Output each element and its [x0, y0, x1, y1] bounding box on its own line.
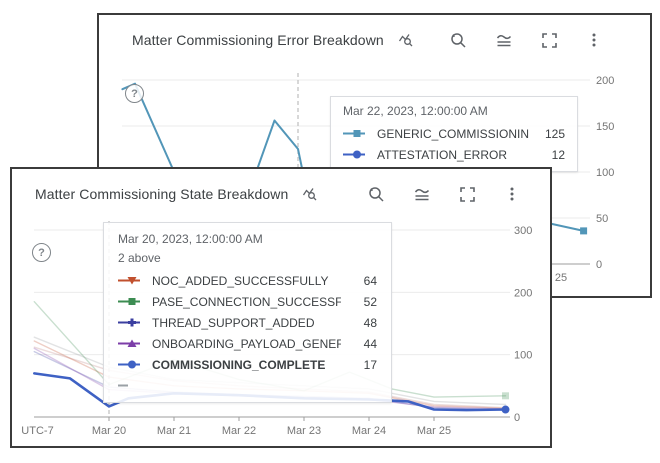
- marker-square: [353, 130, 361, 137]
- chart-tooltip: Mar 22, 2023, 12:00:00 AM GENERIC_COMMISS…: [330, 96, 578, 172]
- panel-header: Matter Commissioning State Breakdown: [12, 169, 550, 219]
- series-swatch-icon: [118, 318, 140, 327]
- panel-toolbar: [365, 183, 522, 205]
- chart-analytics-icon[interactable]: [302, 186, 318, 202]
- series-end-marker: [501, 405, 510, 414]
- fullscreen-button[interactable]: [539, 30, 560, 51]
- marker-circle: [501, 405, 510, 414]
- tooltip-series-label: NOC_ADDED_SUCCESSFULLY: [152, 273, 329, 288]
- tooltip-series-row: ATTESTATION_ERROR 12: [343, 144, 565, 165]
- tooltip-series-value: 52: [363, 294, 377, 309]
- series-swatch-icon: [118, 360, 140, 369]
- tooltip-series-value: 44: [363, 336, 377, 351]
- zoom-reset-button[interactable]: [365, 183, 387, 205]
- tooltip-series-row: ONBOARDING_PAYLOAD_GENERATED 44: [118, 333, 377, 354]
- help-icon[interactable]: ?: [32, 243, 51, 262]
- marker-circle: [353, 150, 361, 159]
- tooltip-series-label: PASE_CONNECTION_SUCCESSFUL: [152, 294, 341, 309]
- x-axis-label: Mar 25: [417, 425, 451, 437]
- tooltip-timestamp: Mar 20, 2023, 12:00:00 AM: [118, 232, 263, 246]
- series-swatch-icon: [118, 339, 140, 347]
- tooltip-series-label: ONBOARDING_PAYLOAD_GENERATED: [152, 336, 341, 351]
- x-axis-label: Mar 23: [287, 425, 321, 437]
- tooltip-series-value: 17: [363, 357, 377, 372]
- series-swatch-icon: [118, 384, 128, 387]
- state-breakdown-panel: 300 200 100 0 UTC-7 Mar 20 Mar 21 Mar 22 Mar 23 M…: [10, 167, 552, 448]
- tooltip-series-row: NOC_ADDED_SUCCESSFULLY 64: [118, 270, 377, 291]
- tooltip-series-label: GENERIC_COMMISSIONING_ERROR: [377, 126, 529, 141]
- levels-icon-button[interactable]: [411, 183, 433, 205]
- panel-header: Matter Commissioning Error Breakdown: [99, 15, 650, 65]
- y-axis-label: 100: [596, 167, 614, 179]
- panel-title: Matter Commissioning Error Breakdown: [132, 32, 384, 48]
- series-end-marker: [502, 392, 509, 400]
- tooltip-series-row: GENERIC_COMMISSIONING_ERROR 125: [343, 123, 565, 144]
- tooltip-series-row: THREAD_SUPPORT_ADDED 48: [118, 312, 377, 333]
- series-swatch-icon: [343, 150, 365, 159]
- zoom-reset-button[interactable]: [447, 29, 469, 51]
- y-axis-label: 200: [514, 287, 532, 299]
- marker-square: [128, 298, 136, 305]
- tooltip-series-value: 48: [363, 315, 377, 330]
- y-axis-label: 0: [514, 412, 520, 424]
- y-axis-label: 50: [596, 213, 608, 225]
- x-axis-label: Mar 21: [157, 425, 191, 437]
- y-axis-label: 300: [514, 225, 532, 237]
- tooltip-timestamp: Mar 22, 2023, 12:00:00 AM: [343, 104, 488, 118]
- marker-triangle-down: [127, 277, 137, 285]
- y-axis-label: 100: [514, 350, 532, 362]
- chart-analytics-icon[interactable]: [398, 32, 414, 48]
- series-swatch-icon: [343, 130, 365, 137]
- x-axis-label: Mar 24: [352, 425, 386, 437]
- tooltip-series-row: [118, 375, 377, 396]
- series-swatch-icon: [118, 277, 140, 285]
- x-axis-label: Mar 20: [92, 425, 126, 437]
- fullscreen-button[interactable]: [457, 184, 478, 205]
- tooltip-series-row: COMMISSIONING_COMPLETE 17: [118, 354, 377, 375]
- tooltip-series-label: COMMISSIONING_COMPLETE: [152, 357, 326, 372]
- x-axis-label: Mar 22: [222, 425, 256, 437]
- y-axis-label: 0: [596, 259, 602, 271]
- marker-square: [502, 392, 509, 400]
- x-axis-label: UTC-7: [21, 425, 53, 437]
- y-axis-label: 150: [596, 121, 614, 133]
- series-swatch-icon: [118, 298, 140, 305]
- tooltip-series-value: 64: [363, 273, 377, 288]
- tooltip-series-row: PASE_CONNECTION_SUCCESSFUL 52: [118, 291, 377, 312]
- marker-square: [580, 227, 588, 235]
- kebab-menu-button[interactable]: [502, 184, 522, 204]
- chart-tooltip: Mar 20, 2023, 12:00:00 AM 2 above NOC_ADDE…: [103, 222, 392, 403]
- tooltip-above-note: 2 above: [118, 251, 161, 265]
- tooltip-series-label: THREAD_SUPPORT_ADDED: [152, 315, 315, 330]
- marker-circle: [128, 360, 136, 369]
- y-axis-label: 200: [596, 75, 614, 87]
- kebab-menu-button[interactable]: [584, 30, 604, 50]
- tooltip-series-value: 12: [551, 147, 565, 162]
- series-end-marker: [580, 227, 588, 235]
- tooltip-series-label: ATTESTATION_ERROR: [377, 147, 508, 162]
- help-icon[interactable]: ?: [125, 84, 144, 103]
- panel-title: Matter Commissioning State Breakdown: [35, 186, 289, 202]
- levels-icon-button[interactable]: [493, 29, 515, 51]
- panel-toolbar: [447, 29, 604, 51]
- marker-triangle-up: [127, 339, 137, 347]
- tooltip-series-value: 125: [544, 126, 565, 141]
